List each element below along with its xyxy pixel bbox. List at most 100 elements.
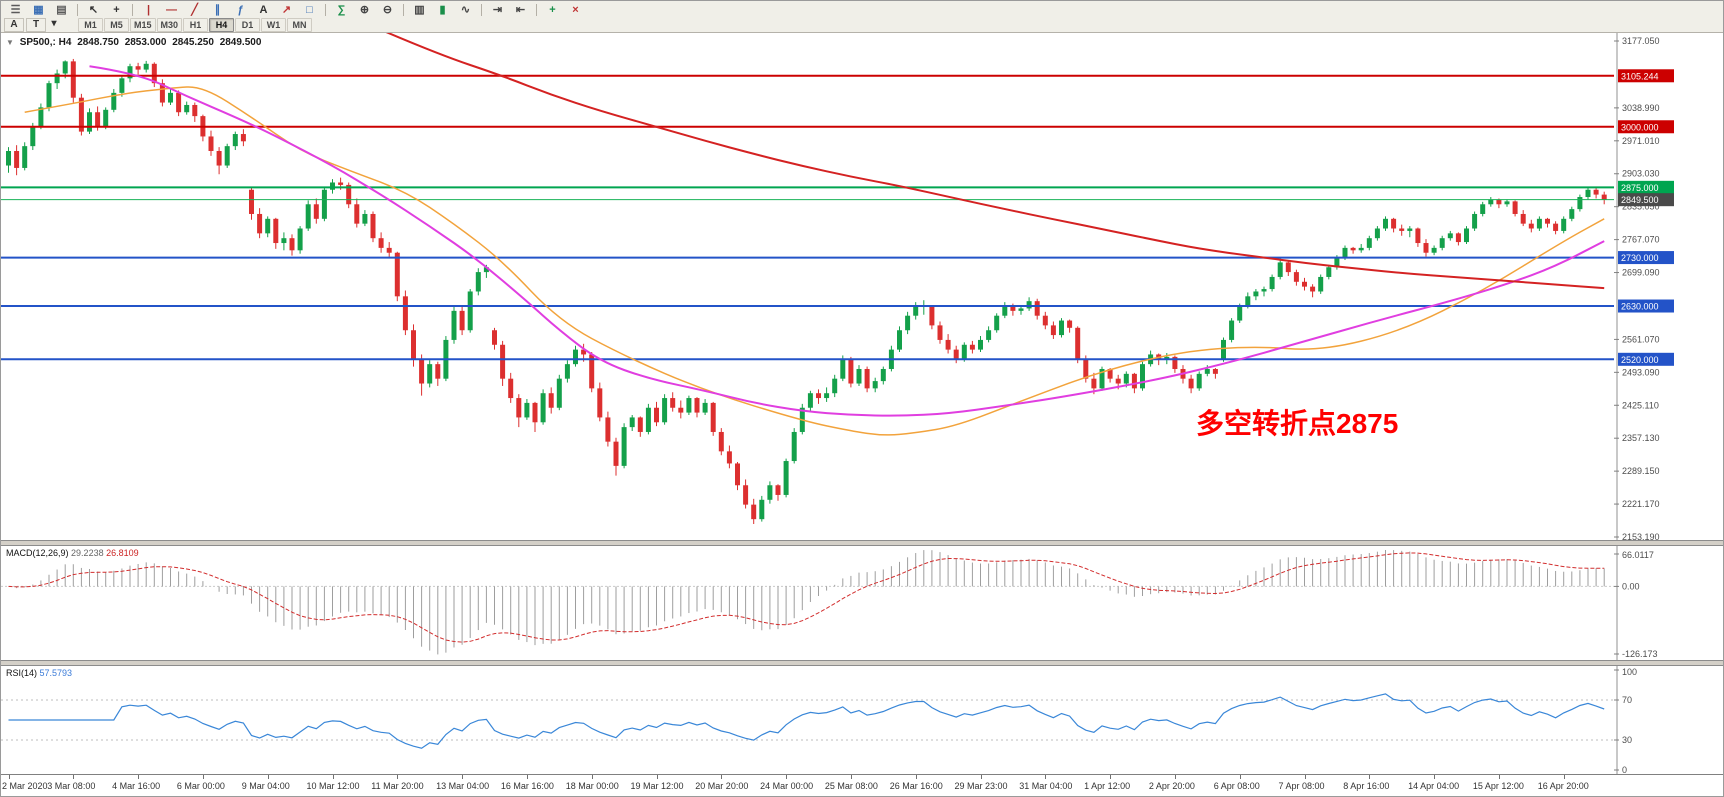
one-click-trading-toggle[interactable]: ▼: [6, 38, 14, 47]
fibonacci-icon[interactable]: ƒ: [237, 4, 244, 16]
price-tick-label: 2971.010: [1622, 136, 1660, 146]
zoom-out-icon[interactable]: ⊖: [382, 4, 393, 16]
candlestick-chart-icon[interactable]: ▮: [439, 4, 446, 16]
price-line-label: [1618, 180, 1674, 194]
rsi-panel: 100 70 30 0 RSI(14) 57.5793: [1, 666, 1724, 775]
price-line-label: [1618, 120, 1674, 134]
profile-icon[interactable]: ▤: [56, 4, 67, 16]
price-tick-label: 2289.150: [1622, 466, 1660, 476]
time-axis[interactable]: 2 Mar 2020 3 Mar 08:00 4 Mar 16:00 6 Mar 00…: [1, 774, 1723, 796]
close-chart-icon[interactable]: ×: [572, 4, 579, 16]
auto-scroll-icon[interactable]: ⇥: [492, 4, 503, 16]
bar-chart-icon[interactable]: ▥: [414, 4, 425, 16]
macd-axis[interactable]: 66.0117 0.00 -126.173: [1614, 546, 1658, 660]
shapes-icon[interactable]: □: [306, 4, 313, 16]
panel-separator-macd[interactable]: [1, 540, 1723, 546]
timeframe-h4[interactable]: H4: [209, 18, 235, 32]
horizontal-line-icon[interactable]: —: [166, 4, 177, 16]
price-axis[interactable]: 3177.050 3038.990 2971.010 2903.030 2835.050…: [1614, 33, 1674, 540]
time-tick: [138, 775, 140, 779]
indicators-icon[interactable]: ∑: [337, 4, 346, 16]
current-price-label: [1618, 193, 1674, 207]
toolbar-separator: [325, 4, 326, 16]
zoom-in-icon[interactable]: ⊕: [359, 4, 370, 16]
svg-text:3000.000: 3000.000: [1621, 122, 1659, 132]
time-label: 24 Mar 00:00: [760, 781, 814, 791]
quote-low: 2845.250: [172, 37, 214, 48]
new-chart-icon[interactable]: +: [549, 4, 556, 16]
trendline-icon[interactable]: ╱: [191, 4, 198, 16]
time-label: 16 Apr 20:00: [1537, 781, 1589, 791]
price-tick-label: 2493.090: [1622, 367, 1660, 377]
main-chart-panel: 3177.050 3038.990 2971.010 2903.030 2835.050…: [1, 33, 1724, 540]
timeframe-mn[interactable]: MN: [287, 18, 313, 32]
price-tick-label: 3177.050: [1622, 36, 1660, 46]
text-icon[interactable]: A: [259, 4, 268, 16]
rsi-label: RSI(14): [6, 668, 38, 678]
line-chart-icon[interactable]: ∿: [460, 4, 471, 16]
text-button[interactable]: T: [26, 18, 46, 32]
macd-value-signal: 26.8109: [106, 548, 139, 558]
time-tick: [850, 775, 852, 779]
time-tick: [721, 775, 723, 779]
font-button[interactable]: A: [4, 18, 24, 32]
timeframe-h1[interactable]: H1: [183, 18, 209, 32]
rsi-axis-label: 0: [1622, 765, 1627, 774]
time-tick: [980, 775, 982, 779]
time-label: 18 Mar 00:00: [565, 781, 619, 791]
time-tick: [1304, 775, 1306, 779]
timeframe-m1[interactable]: M1: [78, 18, 103, 32]
time-label: 4 Mar 16:00: [112, 781, 161, 791]
timeframe-m15[interactable]: M15: [130, 18, 156, 32]
timeframe-w1[interactable]: W1: [261, 18, 287, 32]
macd-histogram: [16, 550, 1605, 655]
cursor-icon[interactable]: ↖: [88, 4, 99, 16]
price-tick-label: 2699.090: [1622, 268, 1660, 278]
macd-signal-line: [8, 552, 1605, 643]
toolbar-separator: [481, 4, 482, 16]
rsi-canvas[interactable]: 100 70 30 0: [1, 666, 1724, 775]
time-tick: [1110, 775, 1112, 779]
price-tick-label: 2153.190: [1622, 532, 1660, 540]
time-tick: [332, 775, 334, 779]
macd-label-row: MACD(12,26,9) 29.2238 26.8109: [6, 548, 139, 558]
horizontal-lines[interactable]: [1, 74, 1614, 361]
svg-text:2520.000: 2520.000: [1621, 355, 1659, 365]
toolbar: ☰ ▦ ▤ ↖ + | — ╱ ∥ ƒ A ↗ □ ∑ ⊕ ⊖ ▥ ▮ ∿ ⇥ ⇤ + × A T ▾ M1 M5 M15 M30…: [1, 1, 1723, 33]
channel-icon[interactable]: ∥: [214, 4, 221, 16]
time-tick: [656, 775, 658, 779]
timeframe-m5[interactable]: M5: [104, 18, 129, 32]
vertical-line-icon[interactable]: |: [146, 4, 151, 16]
time-label: 31 Mar 04:00: [1019, 781, 1073, 791]
timeframe-d1[interactable]: D1: [235, 18, 261, 32]
dropdown-caret-icon[interactable]: ▾: [48, 18, 60, 32]
chart-shift-icon[interactable]: ⇤: [515, 4, 526, 16]
timeframe-m30[interactable]: M30: [156, 18, 183, 32]
arrow-icon[interactable]: ↗: [281, 4, 292, 16]
menu-icon[interactable]: ☰: [10, 4, 21, 16]
macd-canvas[interactable]: 66.0117 0.00 -126.173: [1, 546, 1724, 660]
price-line-label: [1618, 251, 1674, 265]
time-label: 2 Apr 20:00: [1148, 781, 1195, 791]
time-tick: [1369, 775, 1371, 779]
price-line-label: [1618, 352, 1674, 366]
chart-annotation: 多空转折点2875: [1196, 407, 1398, 439]
time-tick: [526, 775, 528, 779]
rsi-label-row: RSI(14) 57.5793: [6, 668, 72, 678]
rsi-axis[interactable]: 100 70 30 0: [1614, 666, 1637, 775]
time-label: 16 Mar 16:00: [500, 781, 554, 791]
price-tick-label: 2767.070: [1622, 235, 1660, 245]
svg-text:2849.500: 2849.500: [1621, 195, 1659, 205]
crosshair-icon[interactable]: +: [113, 4, 120, 16]
price-chart-canvas[interactable]: 3177.050 3038.990 2971.010 2903.030 2835.050…: [1, 33, 1724, 540]
candles: [6, 58, 1607, 525]
chart-window-icon[interactable]: ▦: [33, 4, 44, 16]
macd-axis-label: 0.00: [1622, 581, 1640, 591]
svg-text:2730.000: 2730.000: [1621, 253, 1659, 263]
panel-separator-rsi[interactable]: [1, 660, 1723, 666]
time-label: 20 Mar 20:00: [695, 781, 749, 791]
time-tick: [1434, 775, 1436, 779]
price-line-label: [1618, 69, 1674, 83]
time-tick: [1239, 775, 1241, 779]
price-tick-label: 2903.030: [1622, 169, 1660, 179]
